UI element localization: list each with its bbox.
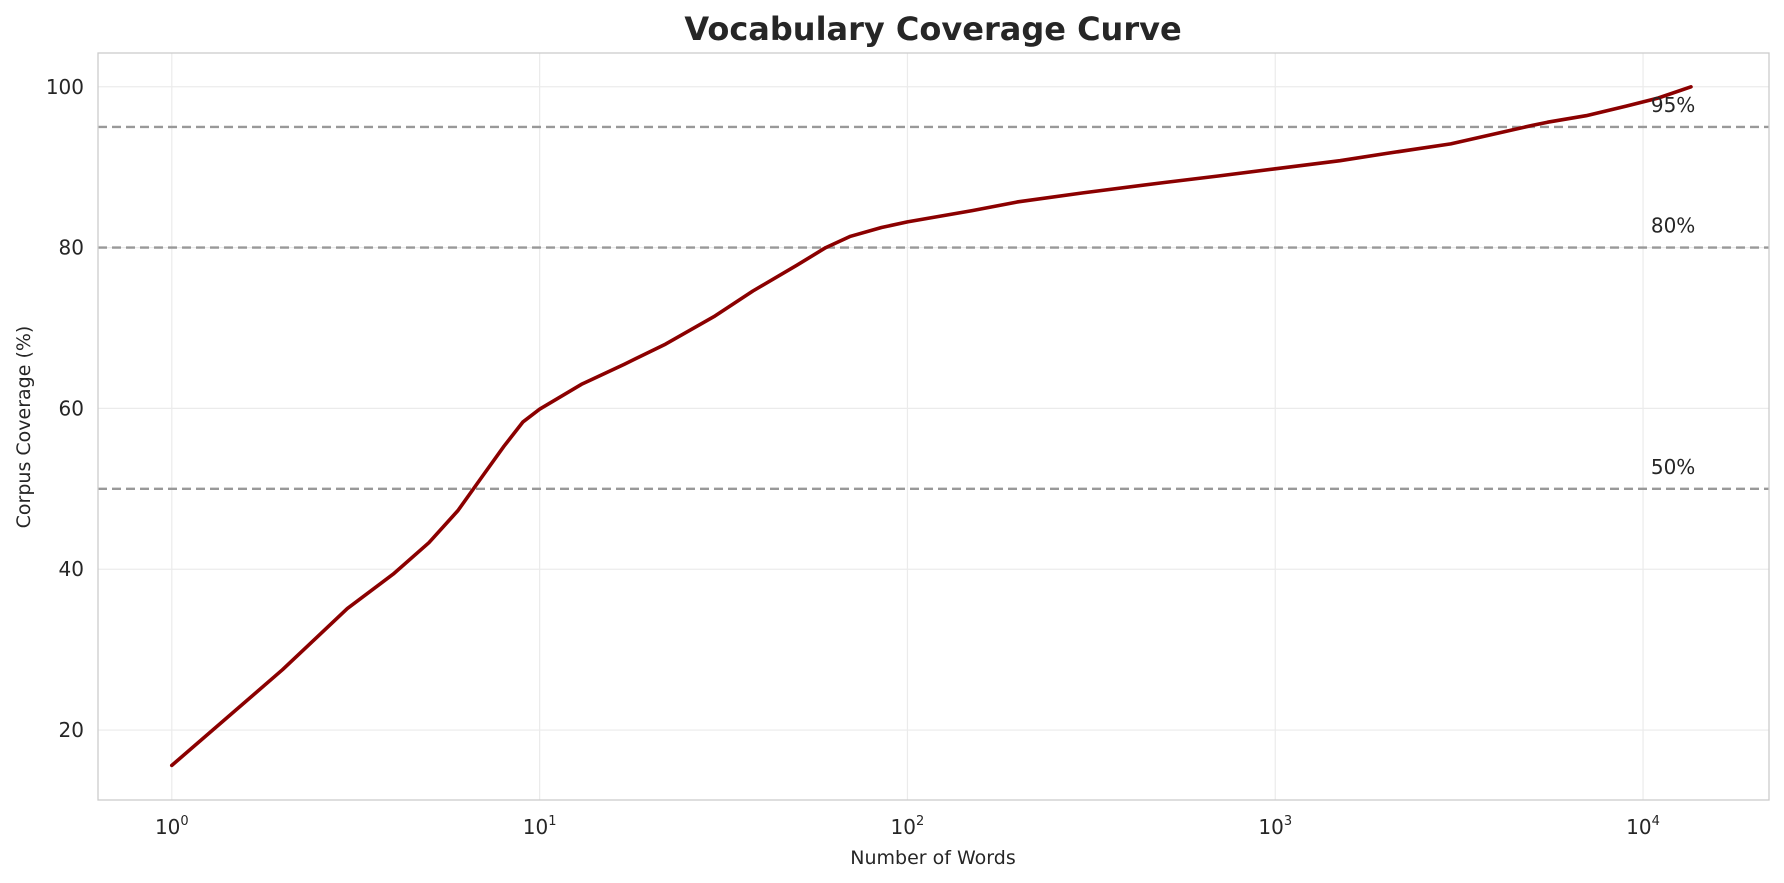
x-tick-exponent: 0 [180,814,188,829]
plot-frame [97,52,1770,801]
x-tick-base: 10 [155,815,180,839]
y-tick-label: 60 [59,396,84,420]
y-axis-label: Corpus Coverage (%) [13,326,35,529]
y-tick-label: 100 [46,75,84,99]
coverage-line [170,85,1693,768]
reference-label: 80% [1651,214,1695,238]
chart-title: Vocabulary Coverage Curve [684,10,1181,48]
x-tick-label: 100 [155,814,189,839]
x-tick-label: 103 [1258,814,1292,839]
y-tick-label: 40 [59,557,84,581]
x-tick-exponent: 4 [1652,814,1660,829]
x-tick-exponent: 3 [1284,814,1292,829]
x-tick-label: 104 [1626,814,1660,839]
x-tick-labels: 100 101 102 103 104 [155,814,1660,839]
y-tick-label: 20 [59,718,84,742]
series-group [170,85,1693,768]
reference-labels: 95% 80% 50% [1651,93,1695,479]
reference-label: 50% [1651,455,1695,479]
x-tick-label: 102 [891,814,925,839]
x-tick-base: 10 [891,815,916,839]
reference-lines [98,125,1769,491]
x-axis-label: Number of Words [850,847,1015,869]
reference-label: 95% [1651,93,1695,117]
x-tick-exponent: 1 [548,814,556,829]
y-tick-label: 80 [59,236,84,260]
y-tick-labels: 20 40 60 80 100 [46,75,84,742]
x-tick-base: 10 [523,815,548,839]
x-tick-exponent: 2 [916,814,924,829]
x-tick-base: 10 [1258,815,1283,839]
x-tick-base: 10 [1626,815,1651,839]
x-tick-label: 101 [523,814,557,839]
